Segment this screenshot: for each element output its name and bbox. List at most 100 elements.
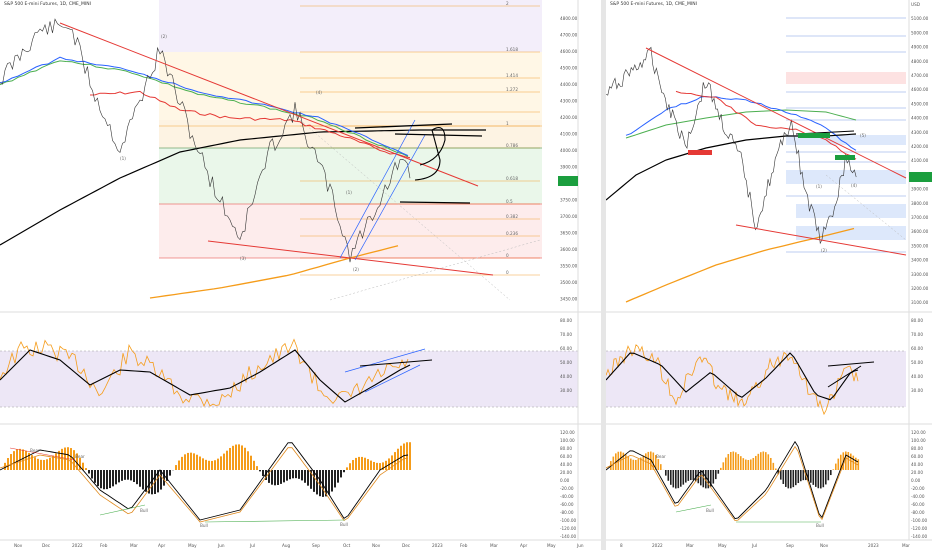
osc-axis-label: -60.00 [560,502,574,507]
fib-label: 1.414 [506,73,518,78]
wave-label: (2) [821,248,827,253]
osc-histogram-bar [13,451,15,470]
osc-line [0,442,409,521]
right-chart-pane[interactable]: S&P 500 E-mini Futures, 1D, CME_MINI (5)… [606,0,932,550]
osc-histogram-bar [667,470,670,481]
price-axis-label: 3550.00 [560,264,578,269]
left-chart-canvas[interactable]: 0 0 0.236 0.382 0.5 0.618 0.786 1 1.272 1.414 1.61… [0,0,601,550]
osc-histogram-bar [349,463,351,470]
osc-histogram-bar [409,442,411,470]
osc-histogram-bar [820,470,822,489]
osc-axis-label: 20.00 [560,470,572,475]
price-line [0,18,411,263]
osc-histogram-bar [715,470,717,480]
osc-histogram-bar [259,470,261,472]
osc-histogram-bar [795,470,797,486]
osc-axis-label: 120.00 [560,430,575,435]
ema-green-line [0,60,409,157]
osc-histogram-bar [286,470,288,481]
divergence-label: Bull [706,508,714,513]
divergence-label: Bull [140,508,148,513]
osc-axis-label: -40.00 [560,494,574,499]
osc-histogram-bar [250,455,252,470]
time-axis-label: 2022 [72,543,83,548]
osc-histogram-bar [697,470,700,484]
osc-histogram-bar [49,457,51,470]
osc-histogram-bar [25,450,27,470]
fib-label: 1.618 [506,47,518,52]
osc-histogram-bar [777,470,780,475]
rsi-axis-label: 50.00 [911,360,923,365]
osc-signal-line [0,447,409,523]
osc-histogram-bar [767,454,770,470]
fib-label: 0.618 [506,176,518,181]
wave-label: (2) [353,267,359,272]
trendline-red [207,240,494,276]
osc-histogram-bar [652,452,655,470]
time-axis-label: Apr [158,543,166,548]
osc-histogram-bar [97,470,99,487]
osc-histogram-bar [214,460,216,470]
price-axis-label: 3800.00 [911,201,929,206]
price-axis-label: 3500.00 [560,280,578,285]
osc-axis-label: 100.00 [911,438,926,443]
osc-histogram-bar [289,470,291,480]
rsi-axis-label: 80.00 [911,318,923,323]
time-axis-label: 2023 [868,543,879,548]
osc-histogram-bar [707,470,710,489]
osc-histogram-bar [361,456,363,470]
fib-label: 0.236 [506,231,518,236]
osc-histogram-bar [812,470,815,485]
price-axis-label: 4000.00 [560,148,578,153]
rsi-axis-label: 30.00 [560,388,572,393]
price-axis-label: 4500.00 [560,66,578,71]
osc-axis-label: -20.00 [560,486,574,491]
price-axis-label: 4900.00 [911,45,929,50]
time-axis-label: 2022 [652,543,663,548]
osc-axis-label: 60.00 [911,454,923,459]
time-axis-label: Feb [100,543,108,548]
osc-histogram-bar [822,470,825,488]
osc-histogram-bar [672,470,675,488]
osc-histogram-bar [358,456,360,470]
time-axis-label: Nov [14,543,23,548]
osc-histogram-bar [265,470,267,480]
price-axis-label: 3500.00 [911,243,929,248]
osc-histogram-bar [627,456,630,470]
ema-black-line [0,129,486,246]
osc-histogram-bar [229,447,231,470]
osc-histogram-bar [802,470,805,481]
osc-histogram-bar [283,470,285,483]
resistance-line [354,123,453,129]
osc-histogram-bar [717,470,720,474]
osc-histogram-bar [232,445,234,470]
osc-histogram-bar [292,470,294,479]
osc-histogram-bar [797,470,800,484]
divergence-label: Bear [75,454,85,459]
osc-histogram-bar [680,470,682,487]
price-axis-label: 3700.00 [560,214,578,219]
osc-histogram-bar [133,470,135,482]
osc-histogram-bar [19,448,21,470]
osc-histogram-bar [765,452,767,470]
osc-histogram-bar [373,461,375,470]
osc-histogram-bar [187,452,189,470]
pane-divider[interactable] [601,0,606,550]
osc-histogram-bar [295,470,297,479]
divergence-line [99,504,146,516]
osc-histogram-bar [762,451,765,470]
osc-histogram-bar [280,470,282,484]
osc-axis-label: 0.00 [560,478,570,483]
wave-label: (3) [240,256,246,261]
divergence-label: Bear [30,448,40,453]
price-axis-label: 4300.00 [560,99,578,104]
osc-histogram-bar [352,460,354,470]
osc-histogram-bar [94,470,96,483]
osc-histogram-bar [406,442,408,470]
osc-histogram-bar [304,470,306,483]
right-chart-canvas[interactable]: (5) (4) (1) (2) Bull Bull Bear USD 5100.00 5000.0… [606,0,932,550]
osc-histogram-bar [184,454,186,470]
osc-histogram-bar [379,463,381,470]
osc-histogram-bar [682,470,685,485]
